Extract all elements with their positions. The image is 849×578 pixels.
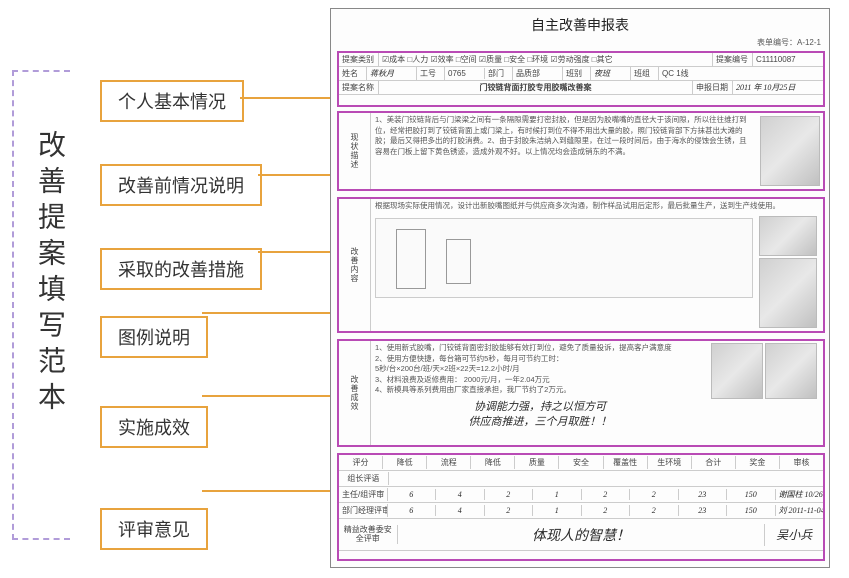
labels-column: 个人基本情况 改善前情况说明 采取的改善措施 图例说明 实施成效 评审意见 (100, 80, 262, 550)
vertical-title: 改善提案填写范本 (30, 130, 70, 418)
eval-h13: 审核 (780, 456, 823, 469)
group-value: QC 1线 (659, 67, 823, 80)
diagram-drawing (375, 218, 753, 298)
mgr-7: 2 (582, 505, 631, 516)
eval-h5: 安全 (559, 456, 603, 469)
date-value: 2011 年 10月25日 (733, 81, 823, 94)
label-basic-info: 个人基本情况 (100, 80, 244, 122)
sup-9: 2 (630, 489, 679, 500)
sec4-handwrite1: 协调能力强，持之以恒方可 (375, 400, 705, 415)
connector-4 (202, 312, 335, 314)
sup-5: 1 (533, 489, 582, 500)
eval-label: 评分 (339, 456, 383, 469)
proposal-name-label: 提案名称 (339, 81, 379, 94)
sup-10: 23 (679, 489, 728, 500)
eval-h3: 降低 (471, 456, 515, 469)
sup-11: 150 (727, 489, 776, 500)
connector-2 (258, 174, 335, 176)
date-label: 申报日期 (693, 81, 733, 94)
sec4-line4: 4、新模具等系列费用由厂家直接承担，我厂节约了2万元。 (375, 385, 705, 396)
sec3-photo-1 (759, 216, 817, 256)
mgr-2: 4 (436, 505, 485, 516)
sec4-side-label: 改善成效 (339, 341, 371, 445)
mgr-9: 2 (630, 505, 679, 516)
class-value: 夜班 (591, 67, 631, 80)
committee-sig: 吴小兵 (765, 525, 823, 544)
connector-1 (240, 97, 335, 99)
sec2-side-label: 现状描述 (339, 113, 371, 189)
sec4-line2b: 5秒/台×200台/班/天×2班×22天=12.2小时/月 (375, 364, 705, 375)
sec3-text: 根据现场实际使用情况，设计出新胶嘴图纸并与供应商多次沟通，制作样品试用后定形，最… (371, 199, 823, 214)
mgr-11: 150 (727, 505, 776, 516)
mgr-0: 6 (388, 505, 437, 516)
eval-h12: 奖金 (736, 456, 780, 469)
mgr-4: 2 (485, 505, 534, 516)
dept-label: 部门 (485, 67, 513, 80)
eval-h7: 生环境 (648, 456, 692, 469)
eval-h6: 覆盖性 (604, 456, 648, 469)
sec4-line1: 1、使用新式胶嘴，门铰链背面密封胶能够有效打到位，避免了质量投诉，提高客户满意度 (375, 343, 705, 354)
proposal-type-label: 提案类别 (339, 53, 379, 66)
label-effect: 实施成效 (100, 406, 208, 448)
row-leader-label: 组长评语 (339, 472, 389, 485)
mgr-10: 23 (679, 505, 728, 516)
section-before: 现状描述 1、美装门铰链背后与门梁梁之间有一条隔隙需要打密封胶，但是因为胶嘴嘴的… (337, 111, 825, 191)
committee-text: 体现人的智慧！ (398, 524, 766, 546)
id-label: 工号 (417, 67, 445, 80)
label-review: 评审意见 (100, 508, 208, 550)
sec4-line3: 3、材料浪费及返修费用： 2000元/月，一年2.04万元 (375, 375, 705, 386)
proposal-type-options: ☑成本 □人力 ☑效率 □空间 ☑质量 □安全 □环境 ☑劳动强度 □其它 (379, 53, 713, 66)
eval-h1: 降低 (383, 456, 427, 469)
form-code: 表单编号：A-12-1 (331, 37, 829, 48)
section-measures: 改善内容 根据现场实际使用情况，设计出新胶嘴图纸并与供应商多次沟通，制作样品试用… (337, 197, 825, 333)
sec2-photo (760, 116, 820, 186)
connector-6 (202, 490, 335, 492)
sec3-side-label: 改善内容 (339, 199, 371, 331)
row-sup-label: 主任/组评审 (339, 488, 388, 501)
label-measures: 采取的改善措施 (100, 248, 262, 290)
eval-h11: 合计 (692, 456, 736, 469)
eval-h4: 质量 (515, 456, 559, 469)
sup-2: 4 (436, 489, 485, 500)
sec2-text: 1、美装门铰链背后与门梁梁之间有一条隔隙需要打密封胶，但是因为胶嘴嘴的直径大于该… (371, 113, 757, 189)
name-label: 姓名 (339, 67, 367, 80)
section-effect: 改善成效 1、使用新式胶嘴，门铰链背面密封胶能够有效打到位，避免了质量投诉，提高… (337, 339, 825, 447)
mgr-12: 刘 2011-11-04 (776, 504, 824, 517)
committee-label: 精益改善委安全评审 (339, 525, 398, 545)
id-value: 0765 (445, 68, 485, 79)
dept-value: 品质部 (513, 67, 563, 80)
mgr-5: 1 (533, 505, 582, 516)
proposal-no-label: 提案编号 (713, 53, 753, 66)
label-diagram: 图例说明 (100, 316, 208, 358)
sup-4: 2 (485, 489, 534, 500)
eval-h2: 流程 (427, 456, 471, 469)
group-label: 班组 (631, 67, 659, 80)
sec4-line2: 2、使用方便快捷，每台箱可节约5秒，每月可节约工时： (375, 354, 705, 365)
sec3-photo-2 (759, 258, 817, 328)
sup-12: 谢国柱 10/26 (776, 488, 824, 501)
sup-0: 6 (388, 489, 437, 500)
sec4-photo-2 (765, 343, 817, 399)
form-document: 自主改善申报表 表单编号：A-12-1 提案类别 ☑成本 □人力 ☑效率 □空间… (330, 8, 830, 568)
proposal-no-value: C11110087 (753, 54, 823, 65)
proposal-name-value: 门铰链背面打胶专用胶嘴改善案 (379, 81, 693, 94)
name-value: 蒋秋月 (367, 67, 417, 80)
connector-5 (202, 395, 335, 397)
class-label: 班别 (563, 67, 591, 80)
sup-7: 2 (582, 489, 631, 500)
label-before-desc: 改善前情况说明 (100, 164, 262, 206)
sec4-photo-1 (711, 343, 763, 399)
form-title: 自主改善申报表 (331, 9, 829, 37)
row-mgr-label: 部门经理评审 (339, 504, 388, 517)
section-review: 评分 降低 流程 降低 质量 安全 覆盖性 生环境 合计 奖金 审核 组长评语 … (337, 453, 825, 561)
connector-3 (258, 251, 335, 253)
sec4-handwrite2: 供应商推进，三个月取胜！！ (375, 415, 705, 430)
section-basic-info: 提案类别 ☑成本 □人力 ☑效率 □空间 ☑质量 □安全 □环境 ☑劳动强度 □… (337, 51, 825, 107)
